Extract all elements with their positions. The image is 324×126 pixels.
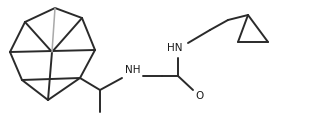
Text: O: O	[196, 91, 204, 101]
Text: HN: HN	[167, 43, 183, 53]
Text: NH: NH	[125, 65, 141, 75]
